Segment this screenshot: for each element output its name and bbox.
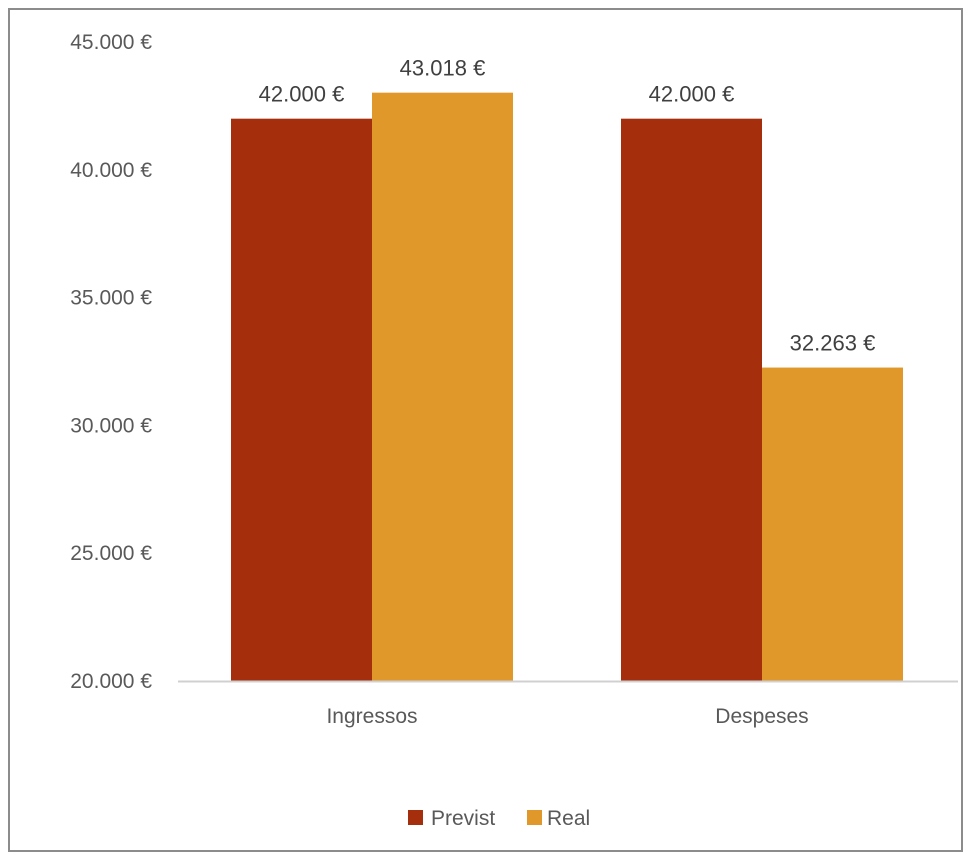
legend-label-previst: Previst <box>431 807 495 830</box>
x-category-label: Despeses <box>715 705 808 728</box>
bar-real-despeses <box>762 367 903 681</box>
y-tick-label: 45.000 € <box>70 31 152 54</box>
y-tick-label: 20.000 € <box>70 670 152 693</box>
legend-label-real: Real <box>547 807 590 830</box>
legend-swatch-previst <box>408 810 423 825</box>
data-label: 42.000 € <box>259 82 345 107</box>
y-tick-label: 35.000 € <box>70 287 152 310</box>
bar-real-ingressos <box>372 92 513 682</box>
bar-previst-despeses <box>621 118 762 682</box>
bar-previst-ingressos <box>231 118 372 682</box>
data-label: 32.263 € <box>790 331 876 356</box>
data-label: 43.018 € <box>400 56 486 81</box>
y-tick-label: 30.000 € <box>70 414 152 437</box>
y-tick-label: 40.000 € <box>70 159 152 182</box>
legend-swatch-real <box>527 810 542 825</box>
data-label: 42.000 € <box>649 82 735 107</box>
y-tick-label: 25.000 € <box>70 542 152 565</box>
x-category-label: Ingressos <box>326 705 417 728</box>
